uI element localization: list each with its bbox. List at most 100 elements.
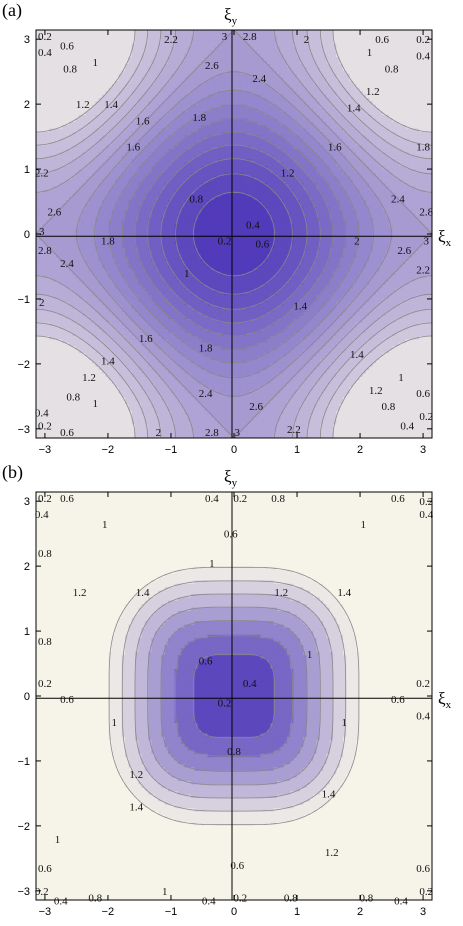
panel-b-contour-label: 1.2 [73,587,87,599]
panel-b-contour-label: 0.6 [199,655,213,667]
panel-a-contour-label: 3 [234,427,240,439]
panel-b-contour-label: 0.4 [54,896,68,908]
panel-b-ylabel: ξy [224,467,238,489]
panel-b-y-tick-label: −1 [17,756,30,768]
panel-b-contour-label: 0.4 [202,896,216,908]
panel-a-contour-line-1-4 [108,104,360,364]
panel-a-ylabel: ξy [224,5,238,27]
panel-a-contour-lines [36,30,432,438]
panel-b-contour-line-1 [134,593,334,799]
panel-a-contour-label: 0.4 [38,47,52,59]
panel-a-contour-label: 2.2 [164,34,178,46]
panel-b-contour-label: 0.4 [205,493,219,505]
panel-a-contour-line-0-4 [175,173,293,295]
panel-b-y-tick-label: −3 [17,886,30,898]
panel-b-contour-label: 0.2 [419,886,433,898]
panel-a-contour-label: 2 [304,34,310,46]
panel-b-contour-label: 0.6 [230,860,244,872]
panel-a-contour-label: 0.2 [38,31,52,43]
panel-b-contour-label: 0.4 [419,509,433,521]
panel-a-contour-label: 1.2 [76,99,90,111]
panel-b-contour-label: 0.6 [391,493,405,505]
panel-b-contour-label: 0.8 [360,892,374,904]
panel-b-contour-label: 1 [342,717,348,729]
panel-a-contour-label: 2 [354,236,360,248]
panel-b-contour-label: 0.2 [35,886,49,898]
panel-a-contour-label: 0.8 [385,63,399,75]
panel-a-contour-labels: 0.2 0.6 0.4 0.8 1 1.2 1.4 1.6 2.2 3 2.8 2 2.6 2.4 1.8 0… [35,31,434,439]
panel-b-contour-label: 0.4 [243,678,257,690]
panel-a-contour-label: 2.8 [38,245,52,257]
panel-a-contour-label: 0.8 [189,193,203,205]
panel-a-contour-label: 0.6 [60,41,74,53]
panel-a-label: (a) [2,0,22,21]
panel-a-contour-label: 1.4 [293,300,307,312]
panel-a-contour-label: 1.8 [192,112,206,124]
panel-a-contour-label: 1.2 [369,385,383,397]
panel-b-contour-label: 0.8 [227,746,241,758]
panel-a-contour-label: 2.2 [416,265,430,277]
panel-a-contour-label: 0.2 [416,34,430,46]
panel-a-y-tick-label: 1 [24,164,30,176]
panel-a-contour-label: 2.8 [243,31,257,43]
panel-a-contour-line-2-8 [36,30,432,438]
panel-b-contour-label: 0.2 [38,678,52,690]
panel-b-contour-line-1-4 [108,566,360,826]
panel-a-contour-line-1 [134,131,334,337]
panel-b-contour-label: 0.4 [416,711,430,723]
panel-a-y-tick-label: −2 [17,359,30,371]
panel-a-contour-label: 1.4 [347,102,361,114]
panel-a-contour-label: 2.4 [199,388,213,400]
panel-a-contour-label: 1 [93,57,99,69]
panel-a-y-tick-label: 3 [24,34,30,46]
panel-a-contour-label: 2.2 [287,424,301,436]
panel-b-x-tick-label: −3 [39,906,52,918]
panel-a-contour-label: 1.2 [281,167,295,179]
panel-a-x-tick-label: −2 [102,444,115,456]
panel-b-contour-label: 1 [112,717,118,729]
panel-a-contour-label: 2.2 [35,167,49,179]
panel-a-contour-label: 2.4 [60,258,74,270]
panel-a-contour-line-3 [36,30,432,438]
panel-a-x-tick-label: −1 [165,444,178,456]
panel-a-contour-label: 1.6 [328,141,342,153]
panel-a-contour-line-0-8 [147,144,321,324]
panel-b-x-tick-label: 1 [294,906,300,918]
panel-b-contour-label: 0.2 [233,493,247,505]
panel-b-contour-label: 0.4 [394,896,408,908]
panel-a-y-tick-label: 0 [24,229,30,241]
panel-a-contour-label: 1 [398,372,404,384]
panel-a-contour-line-1-6 [94,89,374,379]
panel-b-contour-label: 0.2 [419,496,433,508]
panel-a-contour-label: 0.6 [60,427,74,439]
panel-a-contour-label: 1.8 [199,343,213,355]
panel-a-contour-label: 1.4 [350,349,364,361]
panel-a-contour-line-2 [36,30,432,438]
panel-a: (a) 0.2 0.6 0.4 0.8 1 1.2 1.4 1.6 2.2 3 2.8 2 2.6 2.4… [2,0,452,456]
panel-b-y-tick-label: −2 [17,821,30,833]
panel-b-contour-label: 1 [162,886,168,898]
panel-a-contour-label: 0.4 [246,219,260,231]
panel-a-contour-label: 0.6 [416,388,430,400]
panel-b-contour-label: 1.4 [322,788,336,800]
panel-b-contour-label: 0.2 [38,493,52,505]
panel-b-contour-lines [108,566,360,826]
panel-b-x-tick-label: 3 [420,906,426,918]
panel-b-contour-line-0-8 [147,606,321,786]
panel-a-y-tick-label: −1 [17,294,30,306]
panel-a-contour-label: 3 [222,31,228,43]
panel-b-contour-label: 0.2 [233,892,247,904]
panel-a-contour-label: 2 [39,297,45,309]
panel-a-contour-label: 3 [39,226,45,238]
panel-a-contour-label: 0.4 [416,50,430,62]
panel-b-y-tick-label: 3 [24,496,30,508]
panel-a-xlabel: ξx [438,227,452,249]
panel-a-y-tick-label: 2 [24,99,30,111]
panel-a-contour-label: 0.6 [375,34,389,46]
panel-a-contour-label: 2.6 [397,245,411,257]
panel-a-contour-label: 1 [184,268,190,280]
panel-a-contour-label: 2.6 [48,206,62,218]
panel-a-contour-label: 0.8 [66,391,80,403]
panel-b-y-tick-label: 2 [24,561,30,573]
